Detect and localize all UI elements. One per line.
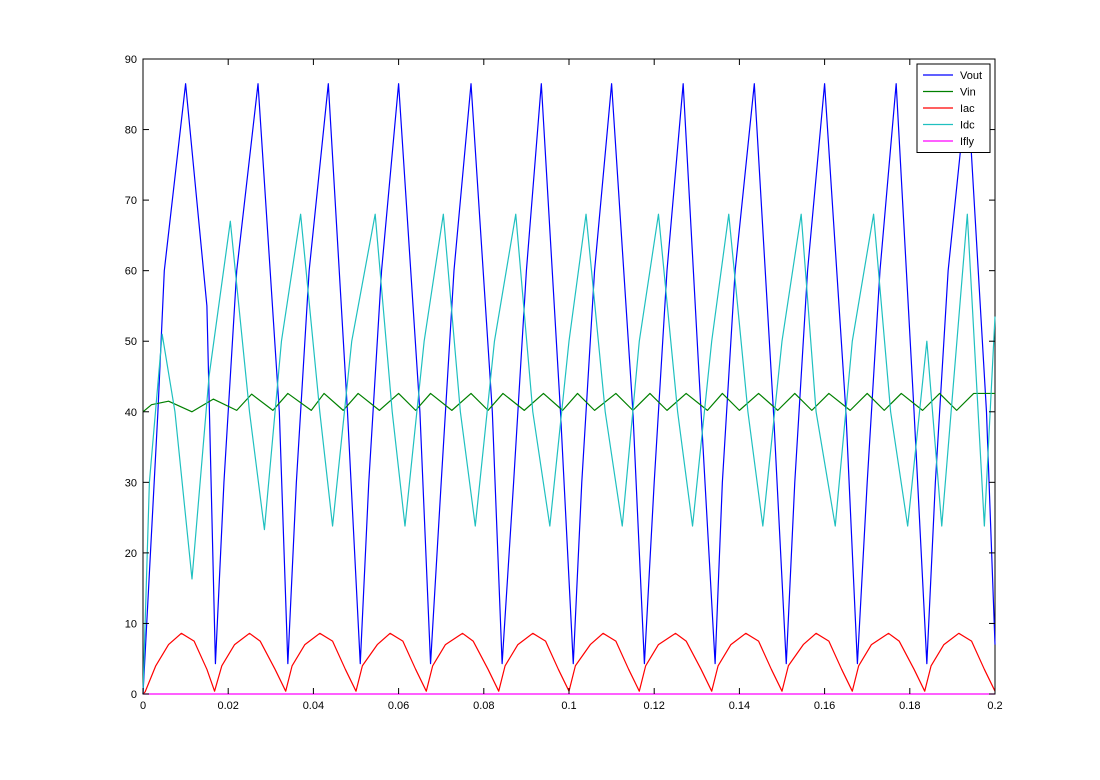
- series-line-iac: [142, 632, 996, 695]
- y-tick-label: 80: [125, 125, 137, 137]
- y-tick-label: 90: [125, 54, 137, 66]
- x-tick-label: 0.02: [217, 700, 238, 712]
- y-tick-label: 70: [125, 195, 137, 207]
- legend-label-vin: Vin: [960, 87, 976, 99]
- x-tick-label: 0.08: [473, 700, 494, 712]
- x-tick-label: 0.16: [814, 700, 835, 712]
- series-line-vin: [142, 392, 995, 413]
- legend-label-iac: Iac: [960, 103, 975, 115]
- x-axis: 0 0.02 0.04 0.06 0.08 0.1 0.12 0.14 0.16 0.18 0.2: [140, 59, 1003, 712]
- y-tick-label: 10: [125, 618, 137, 630]
- y-tick-label: 50: [125, 336, 137, 348]
- legend-label-ifly: Ifly: [960, 136, 975, 148]
- y-tick-label: 60: [125, 266, 137, 278]
- x-tick-label: 0.14: [729, 700, 750, 712]
- x-tick-label: 0.2: [987, 700, 1002, 712]
- legend: Vout Vin Iac Idc Ifly: [916, 63, 991, 153]
- y-tick-label: 40: [125, 407, 137, 419]
- x-tick-label: 0.06: [388, 700, 409, 712]
- plot-area: [142, 58, 996, 695]
- y-axis: 0 10 20 30 40 50 60 70 80 90: [125, 54, 995, 701]
- x-tick-label: 0.04: [303, 700, 324, 712]
- x-tick-label: 0.1: [561, 700, 576, 712]
- series-line-idc: [142, 213, 996, 695]
- x-tick-label: 0.18: [899, 700, 920, 712]
- y-tick-label: 20: [125, 548, 137, 560]
- y-tick-label: 0: [131, 689, 137, 701]
- y-tick-label: 30: [125, 477, 137, 489]
- x-tick-label: 0.12: [643, 700, 664, 712]
- series-line-vout: [142, 83, 996, 695]
- x-tick-label: 0: [140, 700, 146, 712]
- legend-label-vout: Vout: [960, 70, 982, 82]
- legend-label-idc: Idc: [960, 120, 975, 132]
